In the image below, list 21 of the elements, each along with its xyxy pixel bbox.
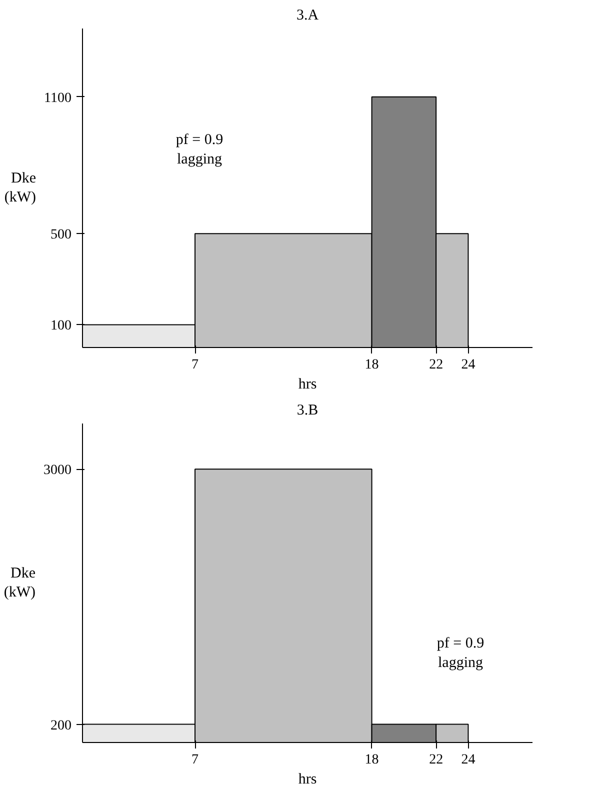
y-tick-label: 100 xyxy=(50,318,72,334)
x-tick-label: 22 xyxy=(429,752,444,768)
x-tick-label: 18 xyxy=(364,752,379,768)
y-tick-label: 200 xyxy=(50,718,72,734)
annotation: pf = 0.9 lagging xyxy=(436,636,484,671)
x-axis-title: hrs xyxy=(298,772,317,788)
x-tick-label: 18 xyxy=(364,358,379,372)
chart-title: 3.B xyxy=(296,402,318,418)
x-tick-label: 24 xyxy=(461,752,476,768)
x-tick-label: 7 xyxy=(192,752,198,768)
x-tick-label: 22 xyxy=(429,358,444,372)
x-tick-label: 7 xyxy=(192,358,198,372)
x-axis-title: hrs xyxy=(298,376,317,392)
y-tick-label: 1100 xyxy=(44,90,72,106)
y-axis-title: Dke (kW) xyxy=(4,170,36,206)
y-tick-label: 3000 xyxy=(44,463,72,478)
x-tick-label: 24 xyxy=(461,358,476,372)
annotation: pf = 0.9 lagging xyxy=(176,132,224,168)
y-axis-title: Dke (kW) xyxy=(4,565,36,601)
chart-title: 3.A xyxy=(296,8,319,24)
y-tick-label: 500 xyxy=(50,228,72,243)
